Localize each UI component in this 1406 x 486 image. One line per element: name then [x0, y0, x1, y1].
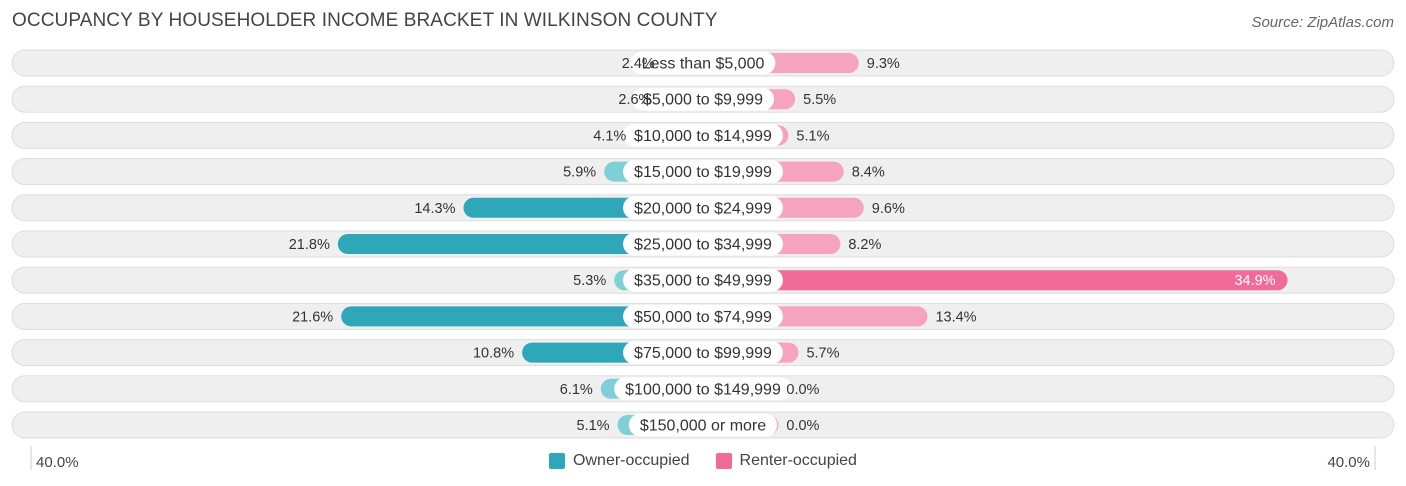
- category-label-pill: [630, 51, 776, 75]
- renter-value-label: 5.5%: [803, 92, 836, 108]
- owner-value-label: 21.6%: [292, 309, 333, 325]
- owner-value-label: 5.3%: [573, 273, 606, 289]
- category-label-pill: [628, 413, 778, 437]
- renter-bar: [703, 270, 1288, 291]
- axis-left-label: 40.0%: [36, 454, 79, 471]
- category-label: $100,000 to $149,999: [625, 381, 781, 398]
- owner-value-label: 14.3%: [414, 201, 455, 217]
- category-label-pill: [623, 232, 783, 256]
- category-label-pill: [623, 196, 783, 220]
- owner-bar: [341, 306, 703, 327]
- legend-renter: Renter-occupied: [715, 452, 857, 470]
- owner-value-label: 4.1%: [593, 128, 626, 144]
- renter-value-label: 5.1%: [796, 128, 829, 144]
- owner-value-label: 2.4%: [622, 56, 655, 72]
- category-label-pill: [623, 304, 783, 328]
- owner-value-label: 10.8%: [473, 346, 514, 362]
- renter-value-label: 5.7%: [806, 346, 839, 362]
- category-label-pill: [623, 268, 783, 292]
- category-label: $35,000 to $49,999: [634, 273, 772, 290]
- owner-value-label: 6.1%: [560, 382, 593, 398]
- renter-value-label: 34.9%: [1234, 273, 1275, 289]
- renter-value-label: 8.2%: [848, 237, 881, 253]
- owner-bar: [337, 234, 703, 254]
- legend-owner: Owner-occupied: [549, 452, 690, 470]
- category-label: $25,000 to $34,999: [634, 237, 772, 254]
- legend-renter-label: Renter-occupied: [739, 452, 857, 469]
- category-label: Less than $5,000: [642, 56, 765, 73]
- legend-owner-label: Owner-occupied: [573, 452, 690, 469]
- owner-value-label: 5.1%: [577, 418, 610, 434]
- category-label: $15,000 to $19,999: [634, 164, 772, 181]
- owner-value-label: 21.8%: [289, 237, 330, 253]
- renter-value-label: 8.4%: [852, 165, 885, 181]
- owner-value-label: 5.9%: [563, 165, 596, 181]
- renter-value-label: 9.6%: [872, 201, 905, 217]
- category-label: $20,000 to $24,999: [634, 200, 772, 217]
- renter-swatch: [715, 453, 732, 469]
- category-label: $10,000 to $14,999: [634, 128, 772, 145]
- category-label-pill: [614, 377, 792, 401]
- chart-title: OCCUPANCY BY HOUSEHOLDER INCOME BRACKET …: [12, 10, 718, 31]
- legend: Owner-occupied Renter-occupied: [0, 452, 1406, 470]
- category-label-pill: [623, 123, 783, 147]
- source-credit: Source: ZipAtlas.com: [1251, 14, 1394, 31]
- category-label: $50,000 to $74,999: [634, 309, 772, 326]
- category-label: $150,000 or more: [640, 418, 766, 435]
- category-label: $75,000 to $99,999: [634, 345, 772, 362]
- renter-value-label: 9.3%: [867, 56, 900, 72]
- category-label-pill: [623, 341, 783, 365]
- owner-value-label: 2.6%: [618, 92, 651, 108]
- owner-swatch: [549, 453, 566, 469]
- category-label-pill: [623, 160, 783, 184]
- category-label-pill: [631, 87, 775, 111]
- axis-right-label: 40.0%: [1327, 454, 1370, 471]
- category-label: $5,000 to $9,999: [643, 92, 763, 109]
- renter-value-label: 13.4%: [935, 309, 976, 325]
- renter-value-label: 0.0%: [786, 382, 819, 398]
- renter-value-label: 0.0%: [786, 418, 819, 434]
